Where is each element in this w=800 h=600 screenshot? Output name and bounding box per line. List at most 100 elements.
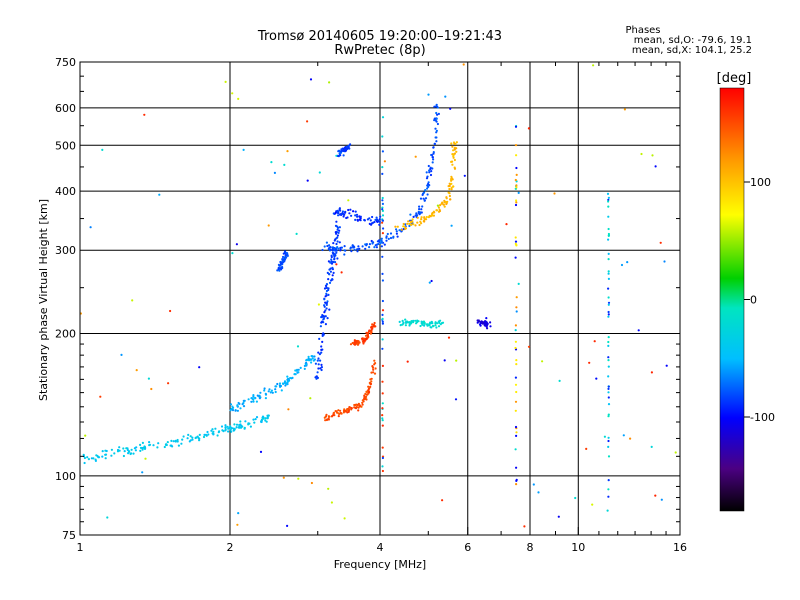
- data-point: [350, 407, 353, 410]
- data-point: [410, 322, 413, 325]
- data-point: [514, 376, 518, 379]
- data-point: [198, 366, 201, 369]
- data-point: [424, 189, 427, 192]
- data-point: [450, 179, 453, 182]
- data-point: [408, 222, 411, 225]
- data-point: [381, 199, 384, 202]
- data-point: [286, 378, 289, 381]
- data-point: [326, 244, 329, 248]
- data-point: [113, 452, 116, 455]
- data-point: [452, 185, 455, 188]
- data-point: [381, 208, 384, 211]
- data-point: [187, 433, 190, 436]
- y-tick-label: 750: [55, 56, 76, 69]
- data-point: [592, 64, 595, 67]
- data-point: [252, 418, 255, 421]
- data-point: [371, 366, 375, 369]
- data-point: [276, 382, 279, 386]
- data-point: [437, 206, 440, 209]
- data-point: [607, 252, 610, 255]
- data-point: [177, 444, 180, 447]
- data-point: [417, 211, 420, 215]
- data-point: [440, 202, 443, 205]
- data-point: [278, 382, 282, 385]
- data-point: [335, 210, 338, 213]
- data-point: [310, 481, 313, 485]
- data-point: [607, 495, 610, 498]
- data-point: [442, 203, 445, 206]
- data-point: [324, 309, 327, 312]
- data-point: [381, 206, 384, 209]
- data-point: [278, 264, 282, 267]
- data-point: [116, 450, 120, 453]
- data-point: [418, 223, 421, 227]
- data-point: [147, 377, 150, 380]
- data-point: [416, 221, 419, 224]
- data-point: [198, 439, 201, 442]
- data-point: [254, 396, 257, 400]
- data-point: [430, 279, 433, 283]
- data-point: [324, 419, 327, 422]
- data-point: [422, 197, 425, 200]
- data-point: [270, 389, 273, 392]
- data-point: [230, 430, 233, 433]
- data-point: [489, 325, 492, 328]
- data-point: [307, 355, 310, 358]
- data-point: [309, 78, 313, 81]
- data-point: [337, 415, 340, 418]
- data-point: [340, 271, 343, 274]
- data-point: [345, 148, 348, 151]
- data-point: [453, 142, 456, 145]
- data-point: [451, 163, 454, 166]
- data-point: [317, 363, 320, 366]
- data-point: [410, 223, 413, 226]
- grid-lines: [80, 62, 680, 535]
- data-point: [515, 306, 518, 309]
- data-point: [327, 278, 330, 281]
- data-point: [333, 249, 336, 252]
- data-point: [101, 148, 104, 151]
- data-point: [216, 434, 219, 437]
- data-point: [607, 303, 610, 306]
- data-point: [368, 246, 371, 249]
- data-point: [607, 445, 610, 448]
- data-point: [441, 499, 444, 502]
- y-tick-label: 600: [55, 102, 76, 115]
- data-point: [357, 409, 360, 412]
- data-point: [514, 340, 518, 343]
- data-point: [367, 385, 370, 388]
- data-point: [381, 272, 384, 275]
- data-point: [383, 160, 386, 163]
- data-point: [331, 274, 334, 277]
- data-point: [191, 438, 194, 441]
- data-point: [221, 429, 224, 432]
- data-point: [381, 166, 384, 169]
- data-point: [317, 357, 320, 360]
- data-point: [607, 238, 610, 241]
- data-point: [317, 367, 320, 370]
- data-point: [139, 446, 143, 449]
- phases-x-stats: mean, sd,X: 104.1, 25.2: [632, 45, 752, 56]
- data-point: [541, 360, 544, 363]
- data-point: [428, 281, 431, 284]
- data-point: [229, 403, 233, 406]
- data-point: [205, 434, 208, 437]
- data-point: [313, 358, 316, 361]
- data-point: [252, 395, 255, 398]
- data-point: [319, 359, 322, 362]
- x-axis-label: Frequency [MHz]: [334, 558, 426, 571]
- data-point: [335, 232, 338, 235]
- data-point: [268, 388, 271, 391]
- data-point: [514, 240, 518, 243]
- data-point: [180, 442, 183, 445]
- data-point: [381, 255, 384, 258]
- data-point: [485, 317, 488, 320]
- data-point: [607, 391, 610, 394]
- data-point: [188, 440, 191, 443]
- data-point: [323, 298, 326, 301]
- data-point: [337, 210, 340, 213]
- data-point: [353, 342, 356, 346]
- data-point: [152, 444, 155, 447]
- data-point: [229, 428, 232, 431]
- data-point: [454, 398, 458, 401]
